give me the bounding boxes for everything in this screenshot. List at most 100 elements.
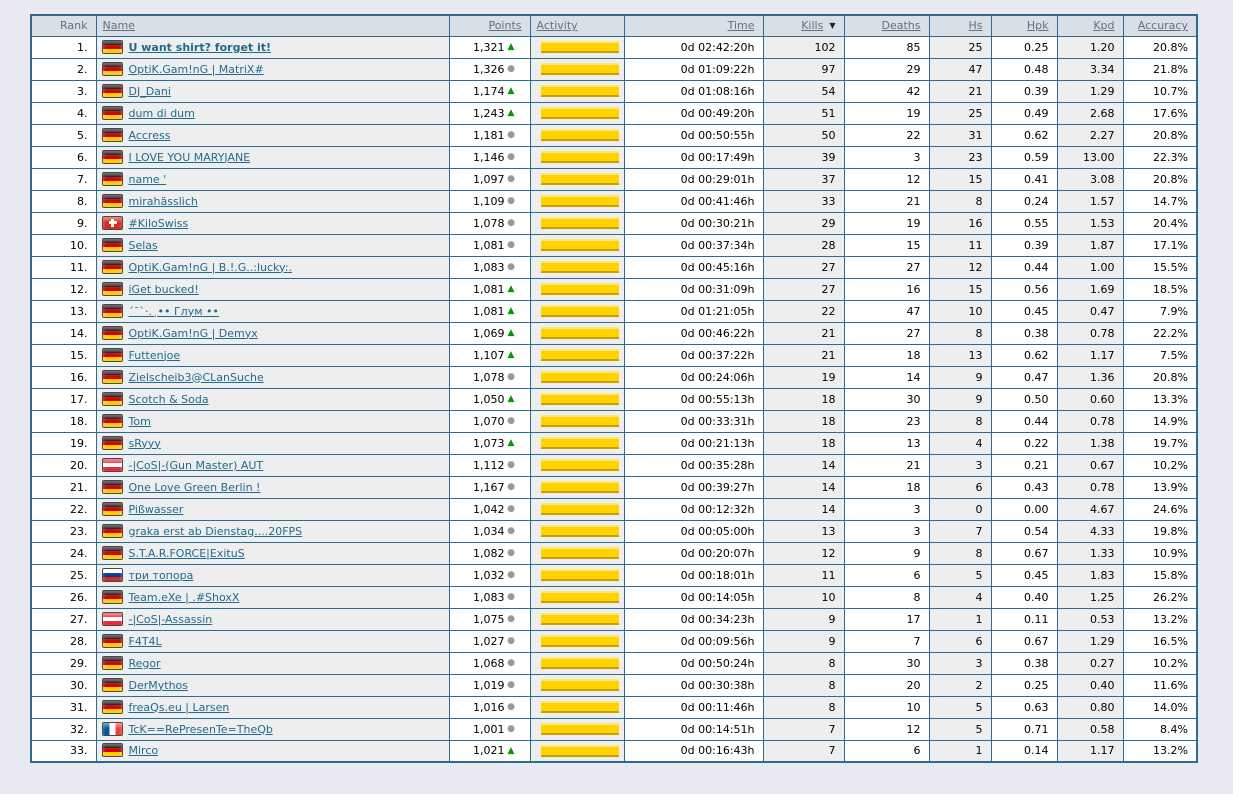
cell-kpd: 0.53 bbox=[1056, 607, 1124, 631]
player-link[interactable]: Scotch & Soda bbox=[128, 392, 209, 406]
player-link[interactable]: OptiK.Gam!nG | MatriX# bbox=[128, 62, 264, 76]
points-value: 1,027 bbox=[473, 634, 505, 648]
flag-icon-de bbox=[102, 106, 122, 119]
cell-activity bbox=[529, 409, 625, 433]
player-link[interactable]: -|CoS|-(Gun Master) AUT bbox=[128, 458, 264, 472]
player-link[interactable]: Selas bbox=[128, 238, 158, 252]
cell-hpk: 0.54 bbox=[990, 519, 1058, 543]
cell-deaths: 27 bbox=[843, 321, 930, 345]
cell-activity bbox=[529, 497, 625, 521]
cell-name: F4T4L bbox=[95, 629, 450, 653]
sort-link-points[interactable]: Points bbox=[488, 19, 522, 33]
player-link[interactable]: ´¯`·.¸•• Глум •• bbox=[128, 304, 220, 318]
cell-time: 0d 00:34:23h bbox=[623, 607, 764, 631]
cell-points: 1,109 ● bbox=[448, 189, 531, 213]
player-link[interactable]: S.T.A.R.FORCE|ExituS bbox=[128, 546, 245, 560]
sort-link-accuracy[interactable]: Accuracy bbox=[1137, 19, 1188, 33]
cell-hpk: 0.55 bbox=[990, 211, 1058, 235]
table-row: 24. S.T.A.R.FORCE|ExituS 1,082 ● 0d 00:20:07… bbox=[30, 541, 1198, 565]
cell-deaths: 9 bbox=[843, 541, 930, 565]
cell-activity bbox=[529, 189, 625, 213]
player-link[interactable]: F4T4L bbox=[128, 634, 162, 648]
player-link[interactable]: OptiK.Gam!nG | Demyx bbox=[128, 326, 258, 340]
player-link[interactable]: freaQs.eu | Larsen bbox=[128, 700, 230, 714]
player-link[interactable]: I LOVE YOU MARYJANE bbox=[128, 150, 251, 164]
player-link[interactable]: Futtenjoe bbox=[128, 348, 181, 362]
cell-kpd: 1.36 bbox=[1056, 365, 1124, 389]
points-value: 1,073 bbox=[473, 436, 505, 450]
trend-steady-icon: ● bbox=[507, 614, 515, 624]
cell-name: Futtenjoe bbox=[95, 343, 450, 367]
player-link[interactable]: Accress bbox=[128, 128, 171, 142]
cell-activity bbox=[529, 343, 625, 367]
cell-name: mirahässlich bbox=[95, 189, 450, 213]
trend-steady-icon: ● bbox=[507, 196, 515, 206]
cell-name: ´¯`·.¸•• Глум •• bbox=[95, 299, 450, 323]
cell-deaths: 10 bbox=[843, 695, 930, 719]
cell-rank: 30. bbox=[30, 673, 97, 697]
player-link[interactable]: Team.eXe | .#ShoxX bbox=[128, 590, 240, 604]
player-link[interactable]: OptiK.Gam!nG | B.!.G..:lucky:. bbox=[128, 260, 292, 274]
trend-steady-icon: ● bbox=[507, 130, 515, 140]
player-link[interactable]: One Love Green Berlin ! bbox=[128, 480, 261, 494]
player-link[interactable]: DerMythos bbox=[128, 678, 189, 692]
points-value: 1,021 bbox=[473, 744, 505, 758]
cell-activity bbox=[529, 519, 625, 543]
sort-link-name[interactable]: Name bbox=[102, 19, 135, 33]
player-link[interactable]: Mirco bbox=[128, 744, 159, 758]
cell-kpd: 1.29 bbox=[1056, 629, 1124, 653]
table-row: 9. #KiloSwiss 1,078 ● 0d 00:30:21h 29 19 16 0.55… bbox=[30, 211, 1198, 235]
cell-rank: 8. bbox=[30, 189, 97, 213]
sort-link-time[interactable]: Time bbox=[727, 19, 755, 33]
table-row: 28. F4T4L 1,027 ● 0d 00:09:56h 9 7 6 0.67 1.29 16.… bbox=[30, 629, 1198, 653]
flag-icon-de bbox=[102, 326, 122, 339]
table-row: 1. U want shirt? forget it! 1,321 ▲ 0d 02:42… bbox=[30, 35, 1198, 59]
sort-link-kpd[interactable]: Kpd bbox=[1093, 19, 1115, 33]
player-link[interactable]: dum di dum bbox=[128, 106, 195, 120]
cell-kills: 7 bbox=[762, 739, 845, 763]
points-value: 1,081 bbox=[473, 282, 505, 296]
sort-link-hpk[interactable]: Hpk bbox=[1026, 19, 1049, 33]
cell-kills: 33 bbox=[762, 189, 845, 213]
cell-hs: 9 bbox=[928, 387, 992, 411]
sort-link-kills[interactable]: Kills bbox=[801, 19, 824, 33]
cell-hs: 1 bbox=[928, 607, 992, 631]
cell-points: 1,243 ▲ bbox=[448, 101, 531, 125]
cell-time: 0d 00:49:20h bbox=[623, 101, 764, 125]
trend-up-icon: ▲ bbox=[507, 745, 515, 756]
player-link[interactable]: mirahässlich bbox=[128, 194, 198, 208]
player-link[interactable]: Pißwasser bbox=[128, 502, 184, 516]
player-link[interactable]: Zielscheib3@CLanSuche bbox=[128, 370, 264, 384]
cell-time: 0d 00:14:05h bbox=[623, 585, 764, 609]
player-link[interactable]: -|CoS|-Assassin bbox=[128, 612, 213, 626]
player-link[interactable]: TcK==RePresenTe=TheQb bbox=[128, 722, 273, 736]
player-link[interactable]: sRyyy bbox=[128, 436, 161, 450]
player-link[interactable]: iGet bucked! bbox=[128, 282, 199, 296]
sort-link-deaths[interactable]: Deaths bbox=[881, 19, 921, 33]
player-link[interactable]: name ' bbox=[128, 172, 167, 186]
cell-accuracy: 14.9% bbox=[1122, 409, 1198, 433]
cell-deaths: 18 bbox=[843, 475, 930, 499]
cell-kpd: 0.60 bbox=[1056, 387, 1124, 411]
sort-link-hs[interactable]: Hs bbox=[968, 19, 983, 33]
player-link[interactable]: Regor bbox=[128, 656, 161, 670]
cell-kills: 54 bbox=[762, 79, 845, 103]
trend-up-icon: ▲ bbox=[507, 86, 515, 96]
cell-rank: 9. bbox=[30, 211, 97, 235]
player-link[interactable]: три топора bbox=[128, 568, 194, 582]
cell-points: 1,167 ● bbox=[448, 475, 531, 499]
player-link[interactable]: U want shirt? forget it! bbox=[128, 40, 272, 54]
player-link[interactable]: Tom bbox=[128, 414, 151, 428]
sort-link-activity[interactable]: Activity bbox=[536, 19, 578, 33]
cell-activity bbox=[529, 541, 625, 565]
points-value: 1,050 bbox=[473, 392, 505, 406]
player-link[interactable]: DJ_Dani bbox=[128, 84, 171, 98]
player-link[interactable]: graka erst ab Dienstag....20FPS bbox=[128, 524, 303, 538]
cell-kpd: 3.34 bbox=[1056, 57, 1124, 81]
cell-kills: 29 bbox=[762, 211, 845, 235]
cell-hpk: 0.59 bbox=[990, 145, 1058, 169]
player-link[interactable]: #KiloSwiss bbox=[128, 216, 189, 230]
cell-hs: 3 bbox=[928, 453, 992, 477]
cell-kpd: 1.25 bbox=[1056, 585, 1124, 609]
table-row: 21. One Love Green Berlin ! 1,167 ● 0d 00:39… bbox=[30, 475, 1198, 499]
